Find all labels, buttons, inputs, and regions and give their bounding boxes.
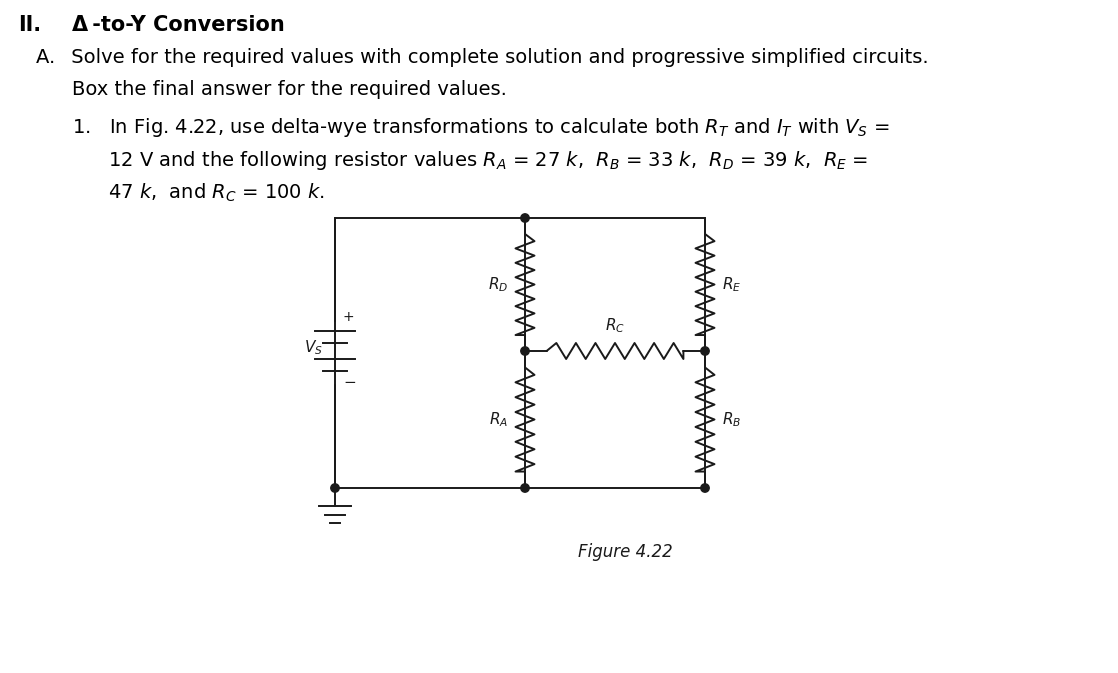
Text: −: −: [343, 376, 356, 390]
Text: II.: II.: [18, 15, 41, 35]
Text: $R_E$: $R_E$: [722, 275, 741, 294]
Text: +: +: [343, 310, 354, 324]
Text: $R_B$: $R_B$: [722, 410, 741, 429]
Text: $R_D$: $R_D$: [487, 275, 508, 294]
Text: Figure 4.22: Figure 4.22: [578, 543, 672, 561]
Text: $R_A$: $R_A$: [489, 410, 508, 429]
Text: $V_S$: $V_S$: [304, 339, 323, 357]
Text: Box the final answer for the required values.: Box the final answer for the required va…: [72, 80, 506, 99]
Text: A.  Solve for the required values with complete solution and progressive simplif: A. Solve for the required values with co…: [36, 48, 929, 67]
Circle shape: [331, 484, 339, 492]
Circle shape: [521, 214, 529, 222]
Text: 47 $k$,  and $R_C$ = 100 $k$.: 47 $k$, and $R_C$ = 100 $k$.: [108, 182, 325, 205]
Text: 1.   In Fig. 4.22, use delta-wye transformations to calculate both $R_T$ and $I_: 1. In Fig. 4.22, use delta-wye transform…: [72, 116, 890, 139]
Text: $R_C$: $R_C$: [605, 316, 625, 335]
Circle shape: [521, 347, 529, 355]
Circle shape: [701, 347, 709, 355]
Text: Δ -to-Y Conversion: Δ -to-Y Conversion: [72, 15, 285, 35]
Circle shape: [701, 484, 709, 492]
Circle shape: [521, 484, 529, 492]
Text: 12 V and the following resistor values $R_A$ = 27 $k$,  $R_B$ = 33 $k$,  $R_D$ =: 12 V and the following resistor values $…: [108, 149, 869, 172]
